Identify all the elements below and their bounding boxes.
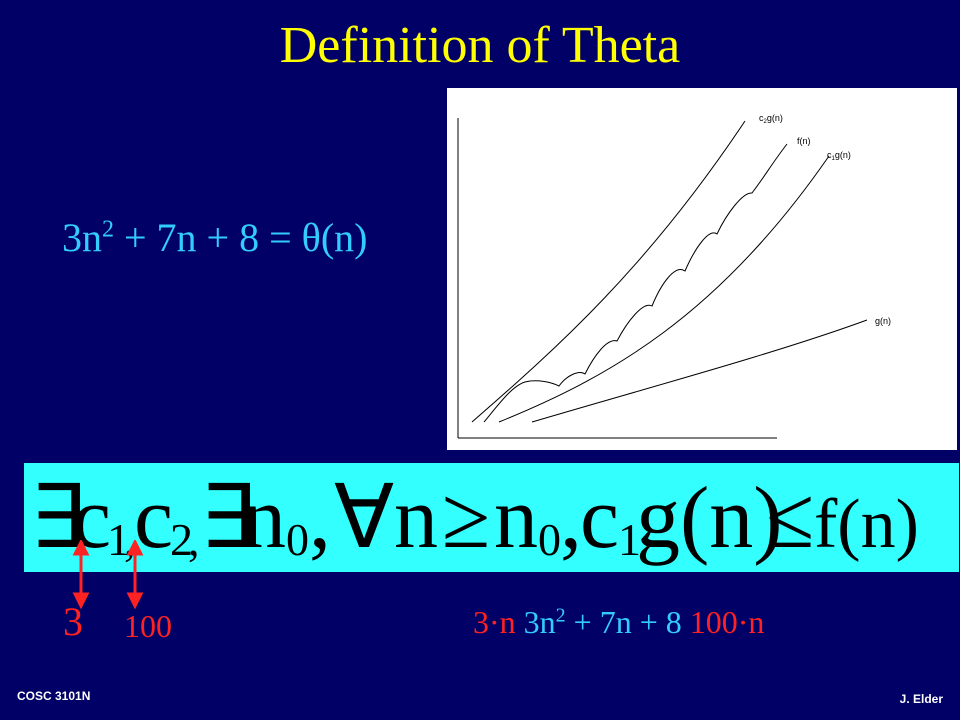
g-curve [531,319,868,423]
ineq-mid-2: + 7n + 8 [565,604,682,640]
equation-part2: + 7n + 8 = θ(n) [114,215,368,260]
arrow-c1-head-up [72,540,90,556]
footer-author: J. Elder [899,692,943,706]
main-equation: 3n2 + 7n + 8 = θ(n) [62,212,367,264]
label-f: f(n) [797,136,811,146]
c2g-curve [471,120,746,423]
formula-svg: ∃ c 1 , c 2 , ∃ n 0 , ∀ n ≥ n 0 , c 1 g(… [30,470,919,567]
slide-title: Definition of Theta [279,17,681,74]
theta-graph-svg: c2g(n) f(n) c1g(n) g(n) [457,113,891,439]
inequality-line: 3·n 3n2 + 7n + 8 100·n [473,600,764,644]
label-c1g: c1g(n) [827,150,851,162]
c1g-curve [498,155,830,423]
formula-comma-1: , [124,514,136,565]
formula-f: f(n) [814,486,919,563]
f-curve [483,143,788,423]
formula-le-1: ≤ [766,470,814,567]
footer-course: COSC 3101N [17,689,91,703]
ineq-mid-1: 3n [523,604,556,640]
formula-ge: ≥ [442,470,490,567]
formula-comma-3: , [309,470,331,567]
formula-c-3: c [580,470,619,567]
label-g: g(n) [875,316,891,326]
constant-c1-value: 3 [63,599,83,644]
formula-n-2: n [394,470,438,567]
label-c2g: c2g(n) [759,113,783,125]
arrow-c2-head-down [126,592,144,610]
equation-part1: 3n [62,215,102,260]
theta-graph: c2g(n) f(n) c1g(n) g(n) [447,88,957,450]
formula-sub-1: 1 [107,514,130,565]
theta-definition-formula: ∃ c 1 , c 2 , ∃ n 0 , ∀ n ≥ n 0 , c 1 g(… [24,463,959,572]
formula-comma-2: , [188,514,200,565]
ineq-right: 100·n [689,604,765,640]
constant-c2-value: 100 [124,608,172,644]
formula-g-1: g(n) [636,470,783,567]
arrow-c1-head-down [72,592,90,610]
ineq-left: 3·n [473,604,516,640]
formula-sub-0b: 0 [538,514,561,565]
formula-n-1: n [242,470,286,567]
arrow-c2-head-up [126,540,144,556]
constant-arrows [72,540,144,610]
formula-exists-2: ∃ [200,470,256,567]
equation-exponent: 2 [102,216,114,243]
formula-forall: ∀ [334,470,394,567]
ineq-exp: 2 [555,604,566,627]
formula-comma-4: , [560,470,582,567]
formula-sub-2: 2 [170,514,193,565]
formula-n-3: n [494,470,538,567]
formula-sub-1b: 1 [618,514,641,565]
formula-sub-0: 0 [286,514,309,565]
